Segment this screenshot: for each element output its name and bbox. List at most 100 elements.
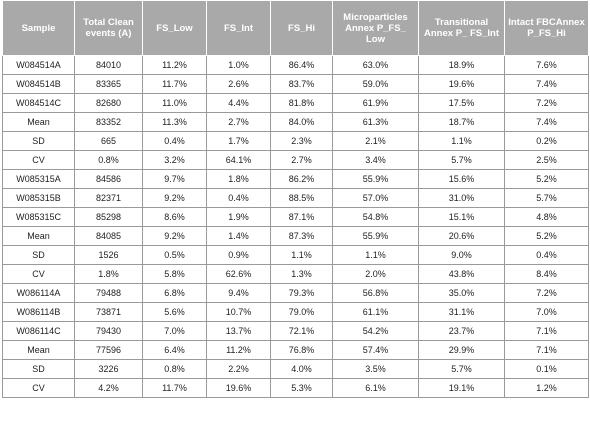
column-header: Sample (2, 0, 75, 56)
value-cell: 83352 (74, 112, 143, 132)
value-cell: 77596 (74, 340, 143, 360)
value-cell: 55.9% (332, 226, 419, 246)
value-cell: 88.5% (270, 188, 333, 208)
value-cell: 7.0% (504, 302, 589, 322)
sample-cell: Mean (2, 112, 75, 132)
column-header: FS_Low (142, 0, 207, 56)
value-cell: 5.7% (418, 359, 505, 379)
value-cell: 19.6% (206, 378, 271, 398)
value-cell: 54.2% (332, 321, 419, 341)
sample-cell: Mean (2, 226, 75, 246)
value-cell: 5.7% (504, 188, 589, 208)
value-cell: 85298 (74, 207, 143, 227)
value-cell: 35.0% (418, 283, 505, 303)
value-cell: 0.9% (206, 245, 271, 265)
value-cell: 20.6% (418, 226, 505, 246)
value-cell: 84085 (74, 226, 143, 246)
value-cell: 8.4% (504, 264, 589, 284)
value-cell: 6.1% (332, 378, 419, 398)
value-cell: 7.2% (504, 93, 589, 113)
sample-cell: SD (2, 131, 75, 151)
sample-cell: W086114B (2, 302, 75, 322)
value-cell: 82680 (74, 93, 143, 113)
value-cell: 1.3% (270, 264, 333, 284)
value-cell: 11.2% (206, 340, 271, 360)
value-cell: 0.4% (142, 131, 207, 151)
table-row: W086114B 73871 5.6% 10.7% 79.0% 61.1% 31.1% 7.0… (2, 302, 589, 322)
value-cell: 1.7% (206, 131, 271, 151)
value-cell: 7.1% (504, 340, 589, 360)
value-cell: 84.0% (270, 112, 333, 132)
value-cell: 3226 (74, 359, 143, 379)
value-cell: 10.7% (206, 302, 271, 322)
value-cell: 79.3% (270, 283, 333, 303)
value-cell: 3.5% (332, 359, 419, 379)
value-cell: 6.4% (142, 340, 207, 360)
value-cell: 59.0% (332, 74, 419, 94)
table-row: W085315A 84586 9.7% 1.8% 86.2% 55.9% 15.6% 5.2% (2, 169, 589, 189)
value-cell: 7.6% (504, 55, 589, 75)
value-cell: 0.2% (504, 131, 589, 151)
table-row: W084514A 84010 11.2% 1.0% 86.4% 63.0% 18.9% 7.6… (2, 55, 589, 75)
sample-cell: CV (2, 378, 75, 398)
value-cell: 19.1% (418, 378, 505, 398)
value-cell: 0.8% (142, 359, 207, 379)
value-cell: 63.0% (332, 55, 419, 75)
sample-cell: W084514B (2, 74, 75, 94)
value-cell: 11.3% (142, 112, 207, 132)
value-cell: 11.0% (142, 93, 207, 113)
table-body: W084514A 84010 11.2% 1.0% 86.4% 63.0% 18.9% 7.6… (2, 55, 589, 398)
sample-cell: W085315C (2, 207, 75, 227)
value-cell: 79430 (74, 321, 143, 341)
value-cell: 5.2% (504, 226, 589, 246)
value-cell: 11.2% (142, 55, 207, 75)
value-cell: 7.2% (504, 283, 589, 303)
value-cell: 2.0% (332, 264, 419, 284)
value-cell: 83365 (74, 74, 143, 94)
value-cell: 1.2% (504, 378, 589, 398)
value-cell: 56.8% (332, 283, 419, 303)
value-cell: 87.1% (270, 207, 333, 227)
value-cell: 2.5% (504, 150, 589, 170)
value-cell: 86.2% (270, 169, 333, 189)
value-cell: 4.2% (74, 378, 143, 398)
value-cell: 7.4% (504, 112, 589, 132)
column-header: Microparticles Annex P_FS_ Low (332, 0, 419, 56)
value-cell: 19.6% (418, 74, 505, 94)
sample-cell: SD (2, 245, 75, 265)
value-cell: 0.5% (142, 245, 207, 265)
value-cell: 13.7% (206, 321, 271, 341)
value-cell: 9.2% (142, 188, 207, 208)
value-cell: 665 (74, 131, 143, 151)
value-cell: 76.8% (270, 340, 333, 360)
value-cell: 1.8% (74, 264, 143, 284)
value-cell: 7.4% (504, 74, 589, 94)
table-row: Mean 77596 6.4% 11.2% 76.8% 57.4% 29.9% 7.1% (2, 340, 589, 360)
sample-cell: W085315A (2, 169, 75, 189)
value-cell: 18.7% (418, 112, 505, 132)
value-cell: 54.8% (332, 207, 419, 227)
value-cell: 2.7% (206, 112, 271, 132)
table-row: CV 0.8% 3.2% 64.1% 2.7% 3.4% 5.7% 2.5% (2, 150, 589, 170)
sample-cell: CV (2, 150, 75, 170)
value-cell: 9.2% (142, 226, 207, 246)
value-cell: 1.1% (418, 131, 505, 151)
value-cell: 0.1% (504, 359, 589, 379)
sample-cell: W086114C (2, 321, 75, 341)
value-cell: 0.8% (74, 150, 143, 170)
table-row: W084514B 83365 11.7% 2.6% 83.7% 59.0% 19.6% 7.4… (2, 74, 589, 94)
value-cell: 15.1% (418, 207, 505, 227)
value-cell: 87.3% (270, 226, 333, 246)
table-row: W084514C 82680 11.0% 4.4% 81.8% 61.9% 17.5% 7.2… (2, 93, 589, 113)
value-cell: 1.1% (332, 245, 419, 265)
sample-cell: Mean (2, 340, 75, 360)
value-cell: 1.9% (206, 207, 271, 227)
table-row: SD 665 0.4% 1.7% 2.3% 2.1% 1.1% 0.2% (2, 131, 589, 151)
value-cell: 62.6% (206, 264, 271, 284)
value-cell: 18.9% (418, 55, 505, 75)
sample-cell: W084514A (2, 55, 75, 75)
table-row: Mean 84085 9.2% 1.4% 87.3% 55.9% 20.6% 5.2% (2, 226, 589, 246)
value-cell: 2.3% (270, 131, 333, 151)
value-cell: 7.0% (142, 321, 207, 341)
value-cell: 9.0% (418, 245, 505, 265)
